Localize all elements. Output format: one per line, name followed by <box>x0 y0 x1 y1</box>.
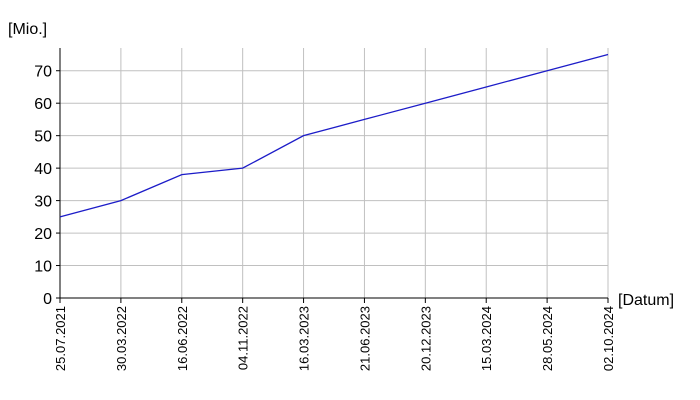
x-tick-label: 28.05.2024 <box>540 306 555 371</box>
x-tick-label: 15.03.2024 <box>479 306 494 371</box>
x-tick-label: 16.06.2022 <box>175 306 190 371</box>
x-tick-label: 04.11.2022 <box>236 306 251 370</box>
y-tick-label: 70 <box>34 64 52 81</box>
y-tick-label: 10 <box>34 259 52 276</box>
x-tick-label: 25.07.2021 <box>53 306 68 371</box>
y-axis-label: [Mio.] <box>8 21 47 38</box>
x-tick-label: 30.03.2022 <box>114 306 129 371</box>
y-tick-label: 20 <box>34 226 52 243</box>
x-tick-label: 21.06.2023 <box>357 306 372 371</box>
data-line <box>59 53 609 218</box>
x-tick-label: 16.03.2023 <box>297 306 312 371</box>
x-tick-label: 20.12.2023 <box>418 306 433 371</box>
y-tick-label: 50 <box>34 129 52 146</box>
y-tick-label: 40 <box>34 161 52 178</box>
y-tick-label: 60 <box>34 96 52 113</box>
x-tick-label: 02.10.2024 <box>601 306 616 371</box>
y-tick-label: 30 <box>34 194 52 211</box>
x-axis-label: [Datum] <box>618 292 674 309</box>
y-tick-label: 0 <box>43 291 52 308</box>
